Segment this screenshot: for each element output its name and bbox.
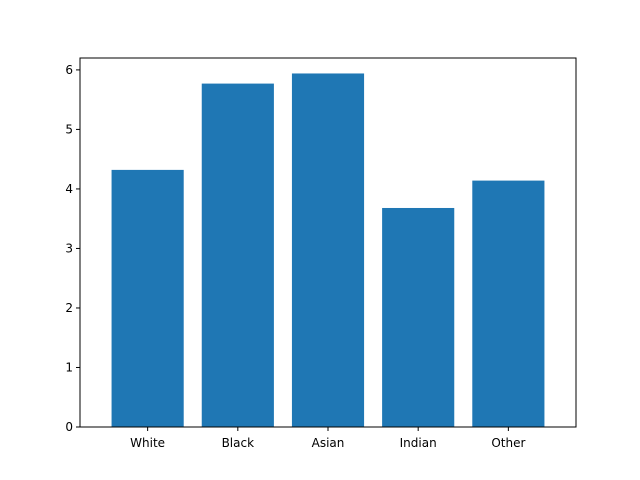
y-tick-label: 4 xyxy=(65,182,73,196)
bar-other xyxy=(472,180,545,427)
x-tick-label-indian: Indian xyxy=(400,436,437,450)
x-tick-label-other: Other xyxy=(491,436,525,450)
y-tick-label: 0 xyxy=(65,420,73,434)
y-tick-label: 6 xyxy=(65,63,73,77)
bar-black xyxy=(201,83,274,427)
y-tick-label: 1 xyxy=(65,360,73,374)
x-axis: White Black Asian Indian Other xyxy=(130,427,525,450)
x-tick-label-white: White xyxy=(130,436,165,450)
y-tick-label: 2 xyxy=(65,301,73,315)
bars xyxy=(111,73,545,427)
bar-asian xyxy=(291,73,365,427)
x-tick-label-black: Black xyxy=(222,436,255,450)
x-tick-label-asian: Asian xyxy=(312,436,345,450)
y-axis: 0 1 2 3 4 5 6 xyxy=(65,63,80,434)
bar-indian xyxy=(382,207,455,427)
plot-frame xyxy=(79,57,577,428)
bar-white xyxy=(111,169,184,427)
y-tick-label: 3 xyxy=(65,241,73,255)
y-tick-label: 5 xyxy=(65,122,73,136)
